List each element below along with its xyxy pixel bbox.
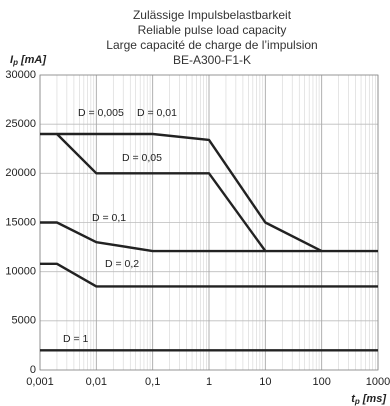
series-label: D = 0,1	[92, 212, 126, 224]
y-tick-label: 25000	[5, 118, 36, 130]
series-line	[40, 221, 378, 253]
y-label-symbol: I	[10, 54, 14, 66]
series-line	[40, 262, 378, 288]
x-axis-label: tp [ms]	[351, 393, 386, 406]
y-tick-label: 20000	[5, 167, 36, 179]
x-tick-label: 1000	[366, 376, 390, 388]
annotation: D = 0,01	[137, 107, 177, 119]
chart-title: Large capacité de charge de l’impulsion	[106, 38, 317, 52]
y-tick-label: 10000	[5, 266, 36, 278]
chart-title: Reliable pulse load capacity	[138, 23, 287, 37]
x-tick-label: 0,01	[86, 376, 107, 388]
x-label-subscript: p	[354, 397, 360, 406]
series-label: D = 1	[63, 333, 89, 345]
x-tick-label: 0,001	[26, 376, 54, 388]
y-tick-label: 30000	[5, 69, 36, 81]
x-tick-label: 10	[259, 376, 271, 388]
y-label-unit: [mA]	[20, 54, 46, 66]
series-line	[40, 132, 323, 253]
y-tick-label: 5000	[12, 315, 36, 327]
series-line	[56, 133, 267, 252]
y-tick-label: 0	[30, 364, 36, 376]
x-label-symbol: t	[351, 393, 356, 405]
y-tick-label: 15000	[5, 216, 36, 228]
x-tick-label: 100	[312, 376, 330, 388]
y-axis-label: Ip [mA]	[10, 54, 46, 67]
series-label: D = 0,2	[105, 258, 139, 270]
chart-title: Zulässige Impulsbelastbarkeit	[133, 8, 292, 22]
chart-title: BE-A300-F1-K	[173, 53, 251, 67]
series-label: D = 0,005	[78, 107, 124, 119]
x-tick-label: 0,1	[145, 376, 160, 388]
x-tick-label: 1	[206, 376, 212, 388]
x-label-unit: [ms]	[362, 393, 387, 405]
series-label: D = 0,05	[122, 152, 162, 164]
y-label-subscript: p	[12, 58, 18, 67]
